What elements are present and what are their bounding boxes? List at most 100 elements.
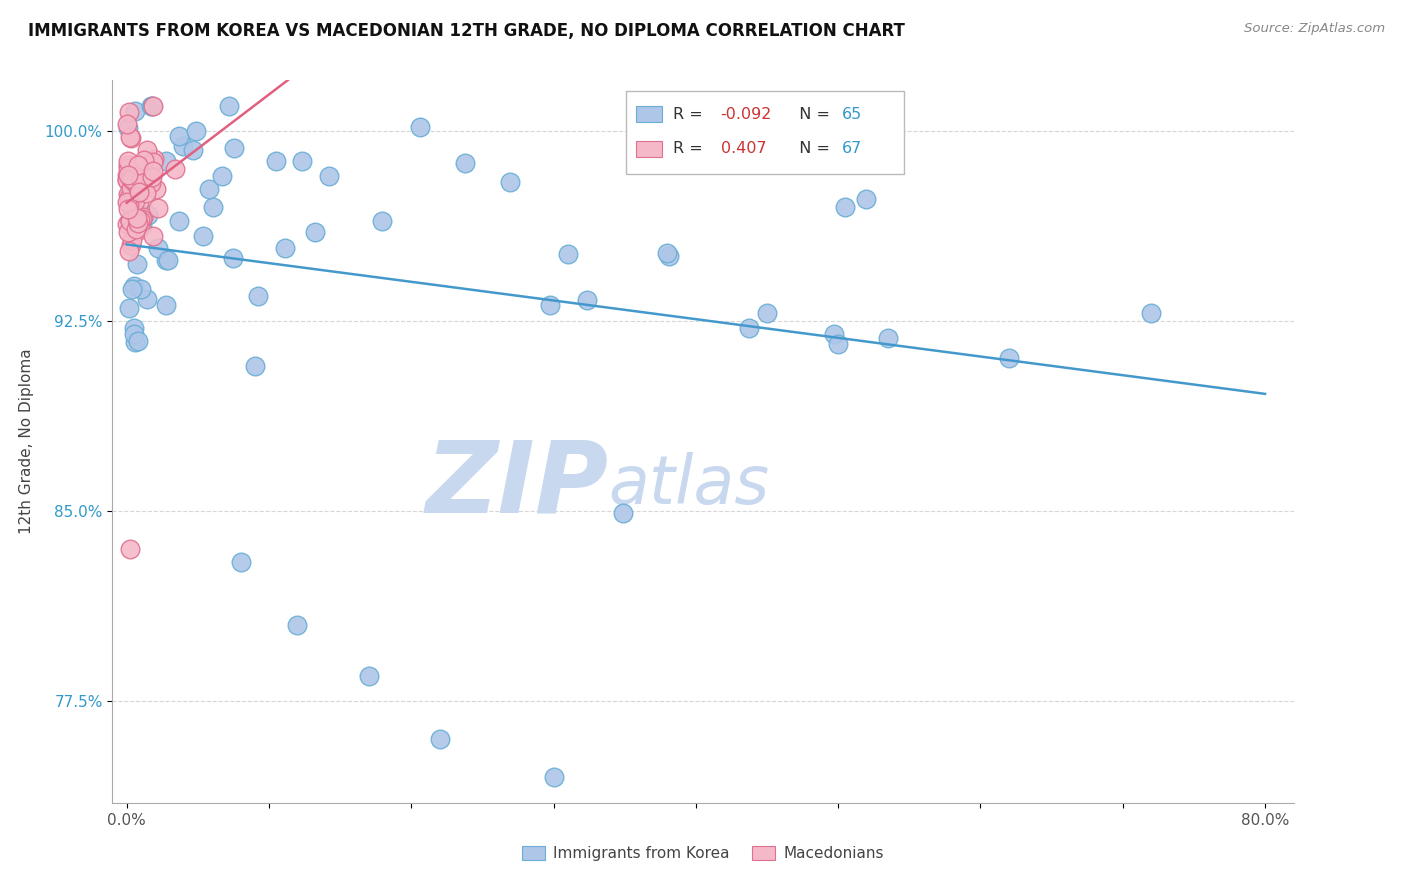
Point	[120, 181, 142, 195]
Point	[218, 98, 240, 112]
Text: R =: R =	[673, 107, 709, 121]
Bar	[636, 106, 662, 122]
Point	[191, 229, 214, 244]
Point	[117, 117, 139, 131]
Point	[120, 214, 142, 228]
Point	[120, 163, 142, 178]
Point	[118, 197, 141, 211]
Point	[121, 190, 143, 204]
Point	[128, 183, 150, 197]
Point	[538, 298, 561, 312]
Point	[127, 178, 149, 193]
Point	[181, 144, 204, 158]
Point	[142, 98, 165, 112]
Point	[167, 214, 190, 228]
Point	[141, 98, 163, 112]
Text: 65: 65	[842, 107, 863, 121]
Point	[117, 161, 139, 176]
Point	[155, 253, 177, 268]
Point	[155, 298, 177, 312]
Point	[118, 542, 141, 557]
Point	[132, 211, 155, 225]
Point	[135, 293, 157, 307]
Point	[124, 326, 146, 341]
Point	[120, 195, 142, 210]
Text: N =: N =	[789, 107, 835, 121]
Point	[318, 169, 340, 184]
Point	[224, 141, 246, 155]
Point	[834, 200, 856, 214]
Point	[124, 168, 146, 182]
FancyBboxPatch shape	[626, 91, 904, 174]
Point	[118, 244, 141, 259]
Point	[131, 282, 153, 296]
Point	[132, 153, 155, 167]
Point	[117, 120, 139, 135]
Point	[738, 321, 761, 335]
Point	[122, 320, 145, 334]
Text: -0.092: -0.092	[721, 107, 772, 121]
Point	[117, 225, 139, 239]
Point	[287, 618, 309, 632]
Point	[117, 172, 139, 186]
Point	[127, 158, 149, 172]
Point	[657, 246, 679, 260]
Point	[499, 175, 522, 189]
Point	[141, 169, 163, 184]
Point	[127, 334, 149, 349]
Point	[304, 225, 326, 239]
Point	[121, 171, 143, 186]
Point	[117, 186, 139, 201]
Point	[148, 241, 170, 255]
Point	[222, 251, 245, 265]
Point	[128, 185, 150, 199]
Point	[125, 213, 148, 227]
Point	[163, 162, 186, 177]
Point	[124, 334, 146, 349]
Point	[127, 211, 149, 225]
Point	[117, 173, 139, 187]
Point	[142, 229, 165, 244]
Text: N =: N =	[789, 142, 835, 156]
Point	[129, 213, 152, 227]
Point	[658, 250, 681, 264]
Point	[127, 224, 149, 238]
Point	[612, 507, 634, 521]
Point	[824, 326, 846, 341]
Point	[264, 154, 287, 169]
Point	[120, 238, 142, 252]
Point	[155, 153, 177, 168]
Point	[127, 216, 149, 230]
Point	[855, 193, 877, 207]
Point	[246, 289, 269, 303]
Y-axis label: 12th Grade, No Diploma: 12th Grade, No Diploma	[18, 349, 34, 534]
Point	[371, 213, 394, 227]
Point	[124, 194, 146, 209]
Text: R =: R =	[673, 142, 713, 156]
Point	[145, 182, 167, 196]
Point	[429, 732, 451, 747]
Point	[125, 257, 148, 271]
Point	[543, 771, 565, 785]
Point	[184, 123, 207, 137]
Point	[998, 351, 1021, 366]
Point	[454, 155, 477, 169]
Point	[125, 222, 148, 236]
Point	[118, 104, 141, 119]
Point	[146, 201, 169, 215]
Point	[124, 175, 146, 189]
Point	[201, 200, 224, 214]
Point	[142, 155, 165, 169]
Point	[575, 293, 598, 307]
Point	[117, 202, 139, 216]
Point	[1140, 306, 1163, 320]
Point	[122, 279, 145, 293]
Point	[127, 177, 149, 191]
Bar	[636, 141, 662, 157]
Point	[169, 128, 191, 143]
Point	[117, 194, 139, 209]
Point	[117, 168, 139, 182]
Point	[124, 177, 146, 191]
Text: Source: ZipAtlas.com: Source: ZipAtlas.com	[1244, 22, 1385, 36]
Point	[273, 241, 295, 255]
